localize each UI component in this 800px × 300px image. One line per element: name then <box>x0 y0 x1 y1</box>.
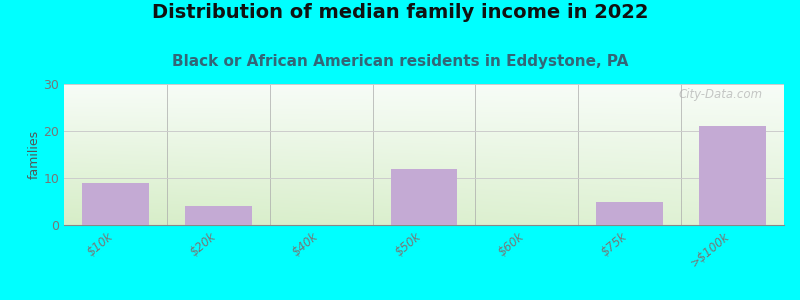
Bar <box>596 202 663 225</box>
Bar <box>390 169 458 225</box>
Text: City-Data.com: City-Data.com <box>678 88 762 101</box>
Bar <box>82 183 149 225</box>
Bar <box>185 206 252 225</box>
Text: Black or African American residents in Eddystone, PA: Black or African American residents in E… <box>172 54 628 69</box>
Bar <box>699 126 766 225</box>
Y-axis label: families: families <box>27 130 41 179</box>
Text: Distribution of median family income in 2022: Distribution of median family income in … <box>152 3 648 22</box>
